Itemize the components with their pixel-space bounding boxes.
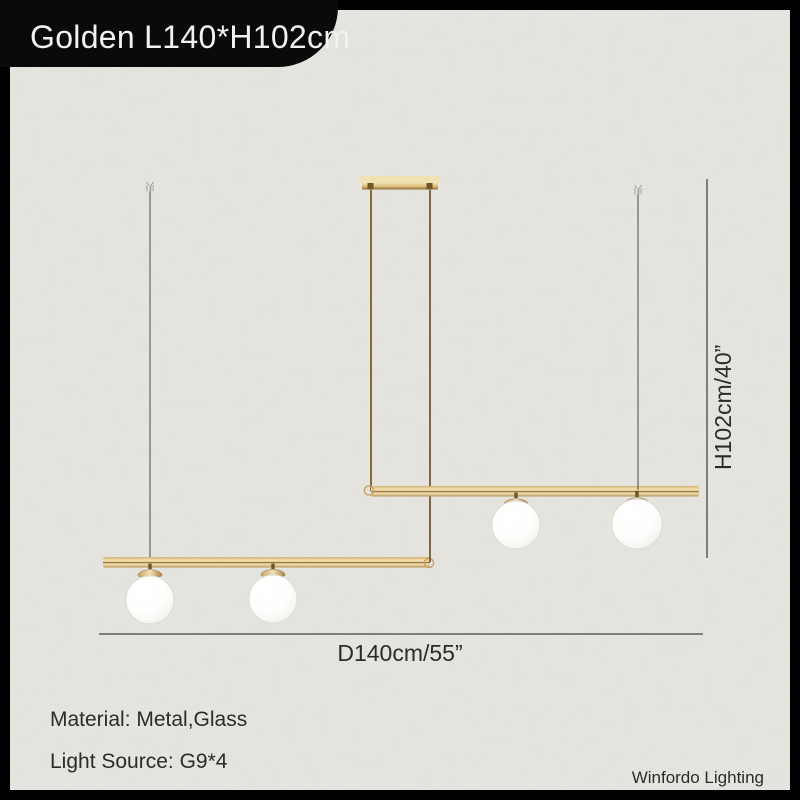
svg-text:H102cm/40”: H102cm/40” xyxy=(710,345,736,470)
svg-text:D140cm/55”: D140cm/55” xyxy=(337,640,462,666)
